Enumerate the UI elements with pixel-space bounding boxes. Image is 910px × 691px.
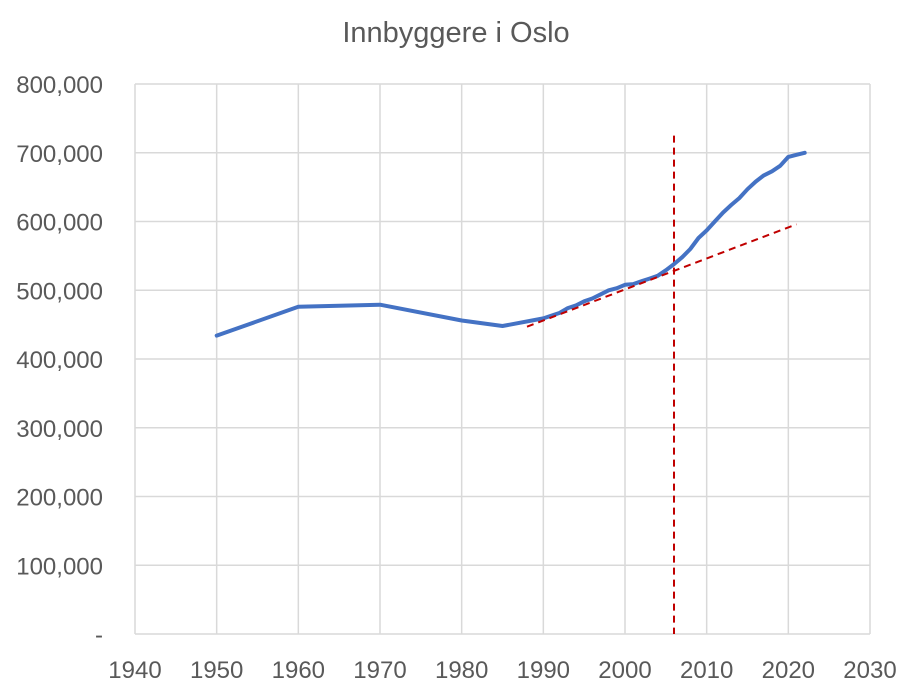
x-tick-label: 1990	[517, 657, 570, 684]
x-tick-label: 1970	[353, 657, 406, 684]
y-tick-label: 100,000	[16, 553, 103, 580]
series-layer	[214, 135, 807, 634]
x-tick-label: 2030	[843, 657, 896, 684]
population-line-series	[214, 150, 807, 338]
y-tick-label: 300,000	[16, 416, 103, 443]
grid-lines	[134, 83, 871, 635]
x-tick-label: 1940	[108, 657, 161, 684]
chart-title: Innbyggere i Oslo	[342, 17, 569, 49]
x-tick-label: 1950	[190, 657, 243, 684]
trend-line-series	[526, 223, 797, 328]
y-tick-label: 700,000	[16, 141, 103, 168]
y-tick-label: 200,000	[16, 485, 103, 512]
x-tick-label: 1960	[272, 657, 325, 684]
y-axis-tick-labels: - 100,000 200,000 300,000 400,000 500,000 600,…	[16, 72, 103, 649]
x-tick-label: 2020	[762, 657, 815, 684]
x-tick-label: 2000	[598, 657, 651, 684]
y-tick-label: 800,000	[16, 72, 103, 99]
y-tick-label: -	[95, 622, 103, 649]
x-tick-label: 1980	[435, 657, 488, 684]
y-tick-label: 600,000	[16, 210, 103, 237]
y-tick-label: 500,000	[16, 278, 103, 305]
x-axis-tick-labels: 1940 1950 1960 1970 1980 1990 2000 2010 2020 2030	[108, 657, 896, 684]
y-tick-label: 400,000	[16, 347, 103, 374]
x-tick-label: 2010	[680, 657, 733, 684]
